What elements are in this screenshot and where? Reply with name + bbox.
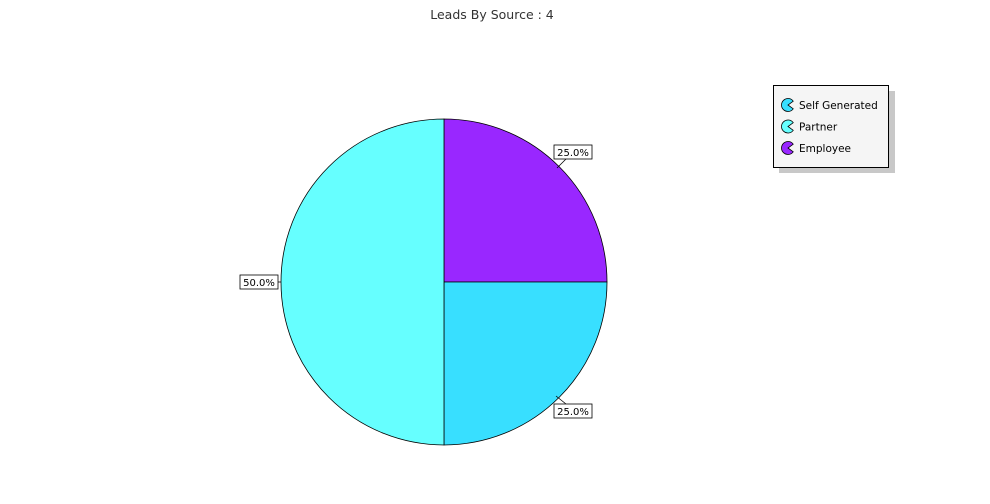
percent-label: 50.0% (243, 278, 275, 289)
pie-slice-self-generated (443, 281, 608, 446)
legend-swatch-icon (781, 141, 794, 155)
legend-label: Employee (799, 143, 851, 155)
legend-label: Partner (799, 122, 838, 134)
percent-label: 25.0% (557, 148, 589, 159)
pie-slice-employee (443, 118, 608, 283)
percent-label-box (553, 144, 593, 160)
percent-label: 25.0% (557, 407, 589, 418)
percent-label-box (239, 274, 279, 290)
legend: Self Generated Partner Employee (773, 85, 895, 173)
legend-label: Self Generated (799, 100, 878, 112)
legend-items: Self Generated Partner Employee (781, 98, 878, 155)
legend-swatch-icon (781, 119, 794, 134)
chart-title: Leads By Source : 4 (430, 7, 554, 22)
label-leader-line (556, 157, 568, 169)
pie-slice-partner (280, 118, 445, 446)
legend-box (773, 85, 889, 168)
percent-label-box (553, 403, 593, 419)
label-leader-line (555, 395, 567, 405)
pie-percent-labels: 25.0% 25.0% 50.0% (239, 144, 593, 419)
legend-swatch-icon (781, 98, 794, 112)
pie-slices (280, 118, 608, 446)
